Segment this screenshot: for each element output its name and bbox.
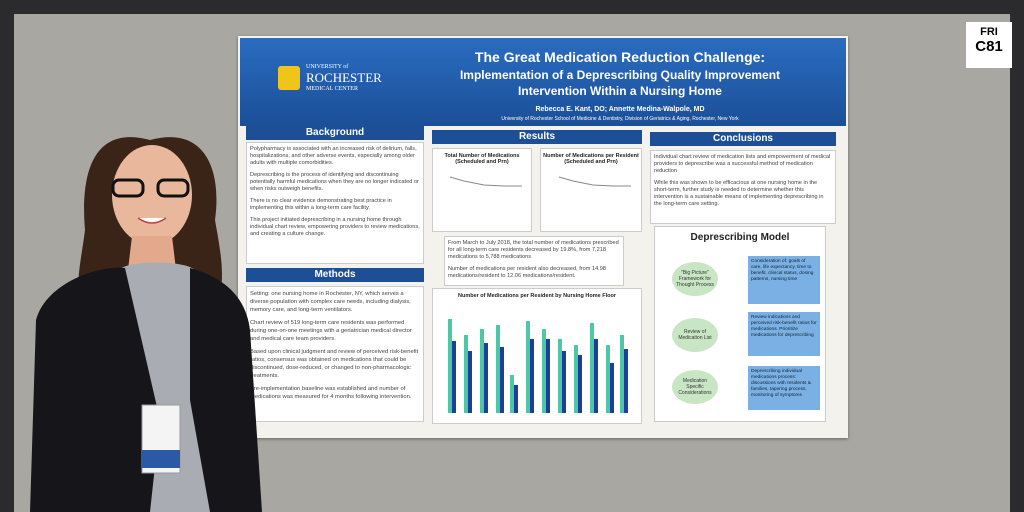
bullet: Pre-implementation baseline was establis…	[250, 386, 412, 400]
model-step: "Big Picture" Framework for Thought Proc…	[672, 262, 718, 296]
trend-line	[449, 176, 522, 187]
logo: UNIVERSITY of ROCHESTER MEDICAL CENTER	[306, 64, 382, 92]
bullet: There is no clear evidence demonstrating…	[250, 198, 392, 211]
bar-chart: Number of Medications per Resident by Nu…	[432, 288, 642, 424]
authors: Rebecca E. Kant, DO; Annette Medina-Walp…	[535, 106, 705, 113]
booth-number: C81	[975, 38, 1003, 55]
bullet: Chart review of 519 long-term care resid…	[250, 320, 412, 342]
bullet: Number of medications per resident also …	[448, 266, 606, 279]
chart-figure	[558, 176, 631, 187]
booth-day: FRI	[980, 26, 998, 38]
model-step: Medication Specific Considerations	[672, 370, 718, 404]
bars	[448, 319, 628, 413]
bullet: Individual chart review of medication li…	[654, 154, 831, 174]
chart-title: Number of Medications per Resident (Sche…	[543, 153, 639, 165]
line-chart: Total Number of Medications (Scheduled a…	[432, 148, 532, 232]
chart-title: Total Number of Medications (Scheduled a…	[444, 153, 520, 165]
poster-header: UNIVERSITY of ROCHESTER MEDICAL CENTER T…	[240, 38, 846, 126]
poster-title: Implementation of a Deprescribing Qualit…	[459, 68, 781, 82]
results-text: From March to July 2018, the total numbe…	[444, 236, 624, 286]
bullet: Polypharmacy is associated with an incre…	[250, 146, 417, 166]
poster: UNIVERSITY of ROCHESTER MEDICAL CENTER T…	[238, 36, 848, 438]
presenter	[30, 137, 262, 512]
section-heading: Background	[246, 126, 424, 140]
section-heading: Methods	[246, 268, 424, 282]
section-heading: Results	[432, 130, 642, 144]
logo-text: MEDICAL CENTER	[306, 86, 358, 92]
line-chart: Number of Medications per Resident (Sche…	[540, 148, 642, 232]
model-note: Review indications and perceived risk-be…	[748, 312, 820, 356]
logo-text: ROCHESTER	[306, 70, 382, 85]
logo-text: UNIVERSITY of	[306, 64, 349, 70]
bullet: This project initiated deprescribing in …	[250, 217, 420, 237]
conclusions-text: Individual chart review of medication li…	[650, 150, 836, 224]
bullet: While this was shown to be efficacious a…	[654, 180, 824, 207]
poster-title: Intervention Within a Nursing Home	[518, 84, 722, 98]
chart-figure	[449, 176, 522, 187]
bullet: Deprescribing is the process of identify…	[250, 172, 419, 192]
model-note: Deprescribing individual medications pro…	[748, 366, 820, 410]
model-note: Consideration of: goals of care, life ex…	[748, 256, 820, 304]
background-text: Polypharmacy is associated with an incre…	[246, 142, 424, 264]
booth-sign: FRI C81	[966, 22, 1012, 68]
model-title: Deprescribing Model	[690, 232, 790, 243]
trend-line	[558, 176, 631, 187]
section-heading: Conclusions	[650, 132, 836, 146]
poster-title: The Great Medication Reduction Challenge…	[474, 49, 766, 65]
chart-figure	[448, 319, 628, 413]
logo-shield	[278, 66, 300, 90]
chart-title: Number of Medications per Resident by Nu…	[458, 293, 616, 299]
bullet: Setting: one nursing home in Rochester, …	[250, 291, 411, 313]
methods-text: Setting: one nursing home in Rochester, …	[246, 286, 424, 422]
bullet: From March to July 2018, the total numbe…	[448, 240, 619, 260]
bullet: Based upon clinical judgment and review …	[250, 349, 419, 379]
model-step: Review of Medication List	[672, 318, 718, 352]
affiliation: University of Rochester School of Medici…	[501, 116, 739, 122]
